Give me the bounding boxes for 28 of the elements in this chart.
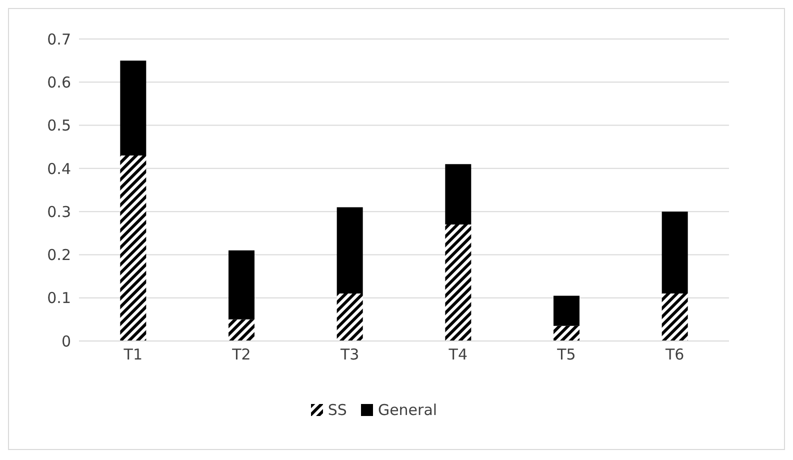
x-tick-label: T3 <box>339 346 360 364</box>
x-tick-label: T1 <box>122 346 143 364</box>
bar <box>336 207 363 294</box>
y-tick-label: 0.5 <box>47 116 71 135</box>
bar <box>554 296 580 326</box>
y-tick-label: 0.4 <box>47 160 71 178</box>
x-tick-label: T5 <box>556 346 576 364</box>
y-tick-label: 0.2 <box>47 246 71 264</box>
y-tick-label: 0 <box>61 332 71 350</box>
bar <box>662 294 688 341</box>
bar <box>120 60 146 156</box>
bar <box>445 224 472 341</box>
bar <box>336 294 363 341</box>
x-tick-label: T6 <box>664 346 684 364</box>
y-tick-label: 0.6 <box>47 73 71 92</box>
bar <box>445 164 472 225</box>
bar <box>554 326 580 341</box>
legend-label: SS <box>328 401 347 419</box>
bar <box>228 250 254 320</box>
y-tick-label: 0.7 <box>47 30 71 48</box>
x-tick-label: T4 <box>448 346 468 364</box>
bar <box>120 155 146 341</box>
x-tick-label: T2 <box>231 346 251 364</box>
legend-label: General <box>378 401 438 419</box>
bar <box>662 212 688 294</box>
y-tick-label: 0.1 <box>47 289 71 308</box>
y-tick-label: 0.3 <box>47 202 71 221</box>
bar <box>228 319 254 341</box>
